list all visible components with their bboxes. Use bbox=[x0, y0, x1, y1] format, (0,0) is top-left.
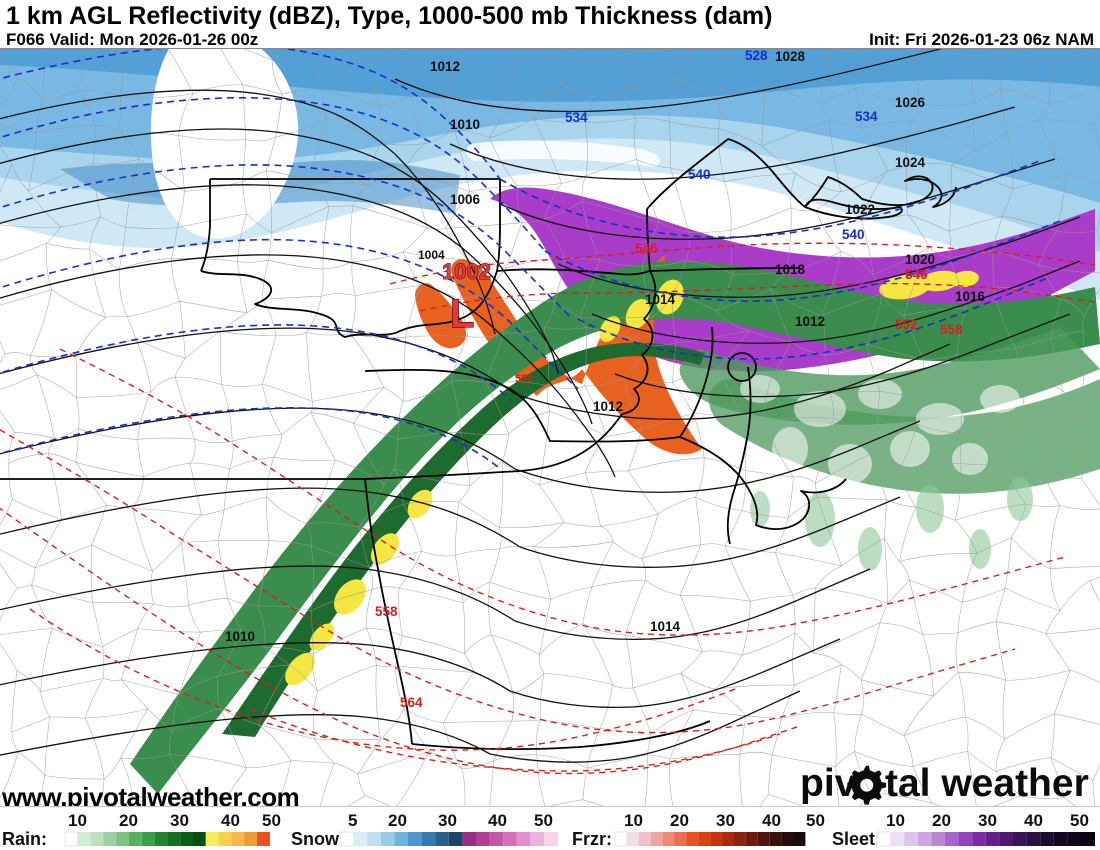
svg-text:5: 5 bbox=[348, 811, 357, 830]
svg-text:40: 40 bbox=[221, 811, 240, 830]
svg-text:Snow:: Snow: bbox=[291, 829, 345, 849]
svg-text:Rain:: Rain: bbox=[2, 829, 47, 849]
svg-text:50: 50 bbox=[534, 811, 553, 830]
svg-text:Frzr:: Frzr: bbox=[572, 829, 612, 849]
svg-text:30: 30 bbox=[978, 811, 997, 830]
svg-text:50: 50 bbox=[262, 811, 281, 830]
svg-text:40: 40 bbox=[762, 811, 781, 830]
svg-text:50: 50 bbox=[806, 811, 825, 830]
svg-text:40: 40 bbox=[1024, 811, 1043, 830]
svg-text:20: 20 bbox=[670, 811, 689, 830]
svg-text:30: 30 bbox=[716, 811, 735, 830]
svg-text:10: 10 bbox=[624, 811, 643, 830]
svg-text:20: 20 bbox=[932, 811, 951, 830]
svg-text:Sleet:: Sleet: bbox=[832, 829, 881, 849]
svg-text:50: 50 bbox=[1070, 811, 1089, 830]
svg-text:30: 30 bbox=[438, 811, 457, 830]
svg-text:40: 40 bbox=[488, 811, 507, 830]
svg-text:10: 10 bbox=[886, 811, 905, 830]
svg-text:20: 20 bbox=[388, 811, 407, 830]
svg-text:20: 20 bbox=[119, 811, 138, 830]
svg-text:10: 10 bbox=[68, 811, 87, 830]
svg-text:tal weather: tal weather bbox=[885, 762, 1089, 805]
svg-text:30: 30 bbox=[170, 811, 189, 830]
